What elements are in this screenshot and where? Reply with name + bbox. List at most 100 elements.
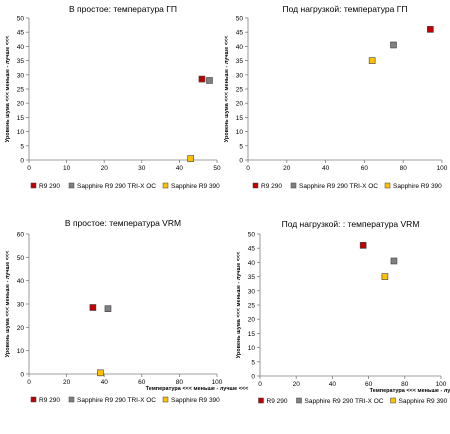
chart-title: В простое: температура ГП <box>69 4 177 14</box>
legend-swatch <box>68 182 75 189</box>
data-point <box>381 273 389 280</box>
x-tick-label: 80 <box>401 381 409 388</box>
y-tick-label: 0 <box>20 158 24 165</box>
y-tick-label: 10 <box>248 345 256 352</box>
legend-entry: Sapphire R9 390 <box>399 398 448 405</box>
x-tick-label: 20 <box>293 381 301 388</box>
data-point <box>206 77 213 84</box>
x-tick-label: 60 <box>138 379 146 386</box>
x-tick-label: 0 <box>27 379 31 386</box>
chart-title: Под нагрузкой: : температура VRM <box>282 219 420 229</box>
legend-swatch <box>384 182 391 189</box>
legend-swatch <box>390 397 396 404</box>
y-tick-label: 20 <box>236 101 244 108</box>
y-tick-label: 45 <box>248 246 256 253</box>
legend-entry: Sapphire R9 290 TRI-X OC <box>77 397 156 404</box>
y-tick-label: 50 <box>248 232 256 239</box>
chart-panel: В простое: температура ГП 0 5 10 15 20 25 30 35 4… <box>5 4 221 190</box>
x-tick-label: 100 <box>436 381 447 388</box>
data-point <box>359 242 367 249</box>
x-tick-label: 40 <box>101 379 109 386</box>
y-tick-label: 10 <box>17 348 25 355</box>
y-axis-label: Уровень шума <<< меньше - лучше <<< <box>5 36 11 143</box>
x-tick-label: 100 <box>212 379 223 386</box>
x-axis-label: Температура <<< меньше - лучше <<< <box>370 388 450 394</box>
y-tick-label: 10 <box>17 129 25 136</box>
data-point <box>89 304 97 311</box>
x-tick-label: 80 <box>176 379 184 386</box>
y-tick-label: 45 <box>17 30 25 37</box>
y-tick-label: 25 <box>248 303 256 310</box>
y-tick-label: 50 <box>17 16 25 23</box>
x-tick-label: 50 <box>213 165 221 172</box>
y-tick-label: 15 <box>17 115 25 122</box>
y-tick-label: 20 <box>17 325 25 332</box>
y-tick-label: 20 <box>248 317 256 324</box>
data-point <box>104 305 112 312</box>
x-tick-label: 30 <box>138 165 146 172</box>
legend-entry: R9 290 <box>261 183 282 190</box>
x-tick-label: 60 <box>361 165 369 172</box>
y-tick-label: 0 <box>239 158 243 165</box>
y-tick-label: 45 <box>236 30 244 37</box>
legend-entry: R9 290 <box>267 398 288 405</box>
legend-entry: R9 290 <box>39 397 60 404</box>
y-axis-label: Уровень шума <<< меньше - лучше <<< <box>236 252 242 359</box>
x-tick-label: 60 <box>365 381 373 388</box>
x-tick-label: 0 <box>27 165 31 172</box>
chart-panel: В простое: температура VRM 0 10 20 30 40 50 60 0… <box>5 218 248 404</box>
y-tick-label: 40 <box>17 44 25 51</box>
data-point <box>368 57 376 64</box>
chart-title: Под нагрузкой: температура ГП <box>283 4 408 14</box>
y-tick-label: 30 <box>17 72 25 79</box>
y-tick-label: 25 <box>236 87 244 94</box>
y-tick-label: 30 <box>236 72 244 79</box>
legend-entry: Sapphire R9 290 TRI-X OC <box>77 183 156 190</box>
legend-swatch <box>162 182 169 189</box>
chart-panel: Под нагрузкой: температура ГП 0 5 10 15 20 25 3… <box>224 4 448 190</box>
y-tick-label: 5 <box>239 143 243 150</box>
legend-swatch <box>162 396 169 403</box>
data-point <box>427 26 434 33</box>
x-tick-label: 20 <box>283 165 291 172</box>
data-point <box>97 369 104 377</box>
y-tick-label: 35 <box>236 58 244 65</box>
y-tick-label: 35 <box>17 58 25 65</box>
x-tick-label: 10 <box>63 165 71 172</box>
y-tick-label: 50 <box>236 16 244 23</box>
x-tick-label: 20 <box>63 379 71 386</box>
legend-swatch <box>68 396 75 403</box>
x-tick-label: 40 <box>322 165 330 172</box>
legend-swatch <box>30 182 37 189</box>
x-tick-label: 0 <box>258 381 262 388</box>
y-tick-label: 15 <box>236 115 244 122</box>
x-tick-label: 40 <box>329 381 337 388</box>
y-tick-label: 35 <box>248 274 256 281</box>
legend-entry: Sapphire R9 390 <box>171 183 220 190</box>
legend-entry: Sapphire R9 390 <box>393 183 442 190</box>
x-tick-label: 80 <box>400 165 408 172</box>
y-tick-label: 20 <box>17 101 25 108</box>
x-tick-label: 0 <box>246 165 250 172</box>
data-point <box>187 155 194 162</box>
y-tick-label: 15 <box>248 331 256 338</box>
x-tick-label: 40 <box>176 165 184 172</box>
legend-swatch <box>30 396 37 403</box>
y-tick-label: 0 <box>251 374 255 381</box>
x-tick-label: 100 <box>437 165 448 172</box>
chart-panel: Под нагрузкой: : температура VRM 0 5 10 15 20… <box>236 219 450 405</box>
y-tick-label: 30 <box>248 288 256 295</box>
x-tick-label: 20 <box>101 165 109 172</box>
legend-swatch <box>296 397 302 404</box>
legend-entry: Sapphire R9 290 TRI-X OC <box>305 398 384 405</box>
y-tick-label: 5 <box>251 359 255 366</box>
legend-swatch <box>252 182 259 189</box>
data-point <box>390 41 397 49</box>
y-tick-label: 50 <box>17 255 25 262</box>
legend-entry: R9 290 <box>39 183 60 190</box>
legend-swatch <box>290 182 297 189</box>
y-axis-label: Уровень шума <<< меньше - лучше <<< <box>224 36 230 143</box>
y-tick-label: 40 <box>248 260 256 267</box>
chart-title: В простое: температура VRM <box>65 218 181 228</box>
